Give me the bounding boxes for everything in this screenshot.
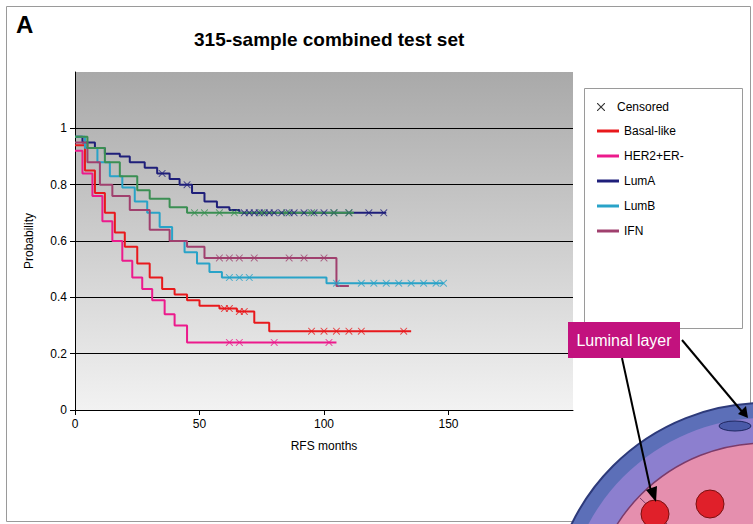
svg-text:0.8: 0.8 xyxy=(50,178,67,192)
svg-text:0.6: 0.6 xyxy=(50,234,67,248)
svg-text:0.2: 0.2 xyxy=(50,347,67,361)
svg-text:0.4: 0.4 xyxy=(50,290,67,304)
svg-text:HER2+ER-: HER2+ER- xyxy=(624,149,684,163)
svg-text:50: 50 xyxy=(193,417,207,431)
svg-text:A: A xyxy=(16,11,33,38)
svg-text:LumA: LumA xyxy=(624,174,655,188)
svg-text:1: 1 xyxy=(60,121,67,135)
svg-text:315-sample combined test set: 315-sample combined test set xyxy=(194,29,465,50)
svg-text:Basal-like: Basal-like xyxy=(624,124,676,138)
svg-text:150: 150 xyxy=(438,417,458,431)
svg-text:IFN: IFN xyxy=(624,224,643,238)
svg-text:Censored: Censored xyxy=(617,100,669,114)
svg-text:0: 0 xyxy=(60,403,67,417)
svg-text:RFS months: RFS months xyxy=(291,439,358,453)
svg-text:Probability: Probability xyxy=(22,213,36,269)
svg-text:100: 100 xyxy=(314,417,334,431)
svg-text:Luminal layer: Luminal layer xyxy=(576,332,672,349)
svg-text:LumB: LumB xyxy=(624,199,655,213)
svg-text:0: 0 xyxy=(72,417,79,431)
